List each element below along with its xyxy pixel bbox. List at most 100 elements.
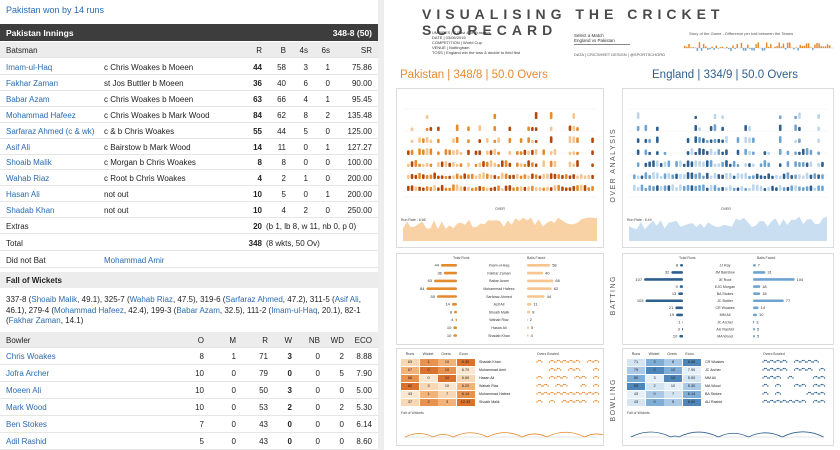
delivery-dot xyxy=(762,385,764,387)
ball-mark xyxy=(478,186,482,191)
fow-text-segment: , 42.4), 199-3 ( xyxy=(123,305,177,315)
delivery-dot xyxy=(776,359,778,362)
eng-bowl-col-header: Overs xyxy=(667,352,677,356)
fow-player-link[interactable]: Wahab Riaz xyxy=(129,295,173,304)
batsman-name-link[interactable]: Mohammad Hafeez xyxy=(6,110,76,120)
eng-bowl-row: 71 3 8 8.88 CR Woakes xyxy=(627,359,724,366)
ball-mark xyxy=(493,175,497,179)
ball-mark xyxy=(778,163,782,167)
bowler-name-link[interactable]: Chris Woakes xyxy=(6,352,56,361)
delivery-dot xyxy=(822,399,824,402)
delivery-dot xyxy=(563,391,565,394)
ball-mark xyxy=(821,174,824,179)
pak-balls-label: 58 xyxy=(552,263,557,268)
bowling-row: Mark Wood 10 0 53 2 0 2 5.30 xyxy=(0,399,378,416)
fow-player-link[interactable]: Sarfaraz Ahmed xyxy=(225,295,283,304)
pak-bowler-name: Mohammad Hafeez xyxy=(479,392,511,396)
batsman-name-link[interactable]: Hasan Ali xyxy=(6,190,40,200)
batsman-sixes: 1 xyxy=(325,63,330,72)
batsman-name-link[interactable]: Imam-ul-Haq xyxy=(6,63,53,72)
ball-mark xyxy=(778,124,782,131)
bowler-o: 10 xyxy=(195,369,204,378)
batsman-name-link[interactable]: Asif Ali xyxy=(6,142,31,152)
story-bar xyxy=(763,48,766,51)
batsman-name-link[interactable]: Fakhar Zaman xyxy=(6,78,59,88)
ball-mark xyxy=(721,161,724,167)
ball-mark xyxy=(508,162,512,167)
innings-score: 348-8 (50) xyxy=(332,27,372,38)
ball-mark xyxy=(519,151,523,155)
batsman-sr: 200.00 xyxy=(347,174,372,184)
delivery-dot xyxy=(814,383,816,386)
delivery-dot xyxy=(574,369,576,371)
delivery-dot xyxy=(582,391,584,394)
ball-mark xyxy=(531,173,534,179)
ball-mark xyxy=(744,187,747,191)
pak-bowling-dots xyxy=(403,359,603,438)
fow-player-link[interactable]: Fakhar Zaman xyxy=(8,316,61,325)
eng-runs-label: 21 xyxy=(669,305,674,310)
delivery-dot xyxy=(798,369,800,371)
delivery-dot xyxy=(597,401,600,403)
ball-mark xyxy=(572,163,576,167)
bowler-name-link[interactable]: Adil Rashid xyxy=(6,437,47,446)
ball-mark xyxy=(459,186,463,191)
batsman-name-link[interactable]: Sarfaraz Ahmed (c & wk) xyxy=(6,126,95,136)
delivery-dot xyxy=(782,367,785,370)
bowler-name-link[interactable]: Ben Stokes xyxy=(6,420,47,429)
delivery-dot xyxy=(567,401,570,403)
delivery-dot xyxy=(541,393,543,395)
delivery-dot xyxy=(774,377,777,379)
fow-player-link[interactable]: Asif Ali xyxy=(334,295,359,304)
delivery-dot xyxy=(804,385,807,387)
batsman-name-link[interactable]: Shadab Khan xyxy=(6,206,55,216)
delivery-dot xyxy=(577,399,579,402)
ball-mark xyxy=(798,112,801,119)
fow-player-link[interactable]: Imam-ul-Haq xyxy=(271,305,318,315)
batsman-balls: 8 xyxy=(281,158,286,168)
innings-title: Pakistan Innings xyxy=(6,27,74,38)
batsman-runs: 55 xyxy=(253,126,262,136)
fow-player-link[interactable]: Mohammad Hafeez xyxy=(54,305,124,315)
delivery-dot xyxy=(577,375,579,378)
bowler-name-link[interactable]: Moeen Ali xyxy=(6,386,42,395)
fow-player-link[interactable]: Babar Azam xyxy=(176,305,220,315)
ball-mark xyxy=(640,175,644,179)
fow-player-link[interactable]: Shoaib Malik xyxy=(31,295,78,304)
ball-mark xyxy=(763,151,767,155)
ball-mark xyxy=(538,175,542,179)
bowler-name-link[interactable]: Jofra Archer xyxy=(6,369,50,378)
bowler-w: 3 xyxy=(287,386,292,395)
ball-mark xyxy=(579,184,583,191)
scorecard-panel: Pakistan won by 14 runs Pakistan Innings… xyxy=(0,0,378,450)
ball-mark xyxy=(516,186,519,191)
ball-mark xyxy=(493,186,497,191)
eng-total-runs-title: Total Runs xyxy=(679,256,696,260)
fow-arc xyxy=(678,431,719,438)
batsman-name-link[interactable]: Wahab Riaz xyxy=(6,174,50,184)
ball-mark xyxy=(636,138,640,143)
england-batting-panel: 8 JJ Roy 7 32 JM Bairstow 31 107 JE Root 104 9 EJG… xyxy=(622,253,834,345)
batsman-name-link[interactable]: Babar Azam xyxy=(6,94,50,104)
pak-runs-bar xyxy=(434,279,457,283)
ball-mark xyxy=(721,139,724,143)
batsman-runs: 14 xyxy=(253,142,262,152)
bowler-name-link[interactable]: Mark Wood xyxy=(6,403,47,412)
batsman-name-link[interactable]: Shoaib Malik xyxy=(6,158,52,168)
ball-mark xyxy=(467,162,470,167)
did-not-bat-player-link[interactable]: Mohammad Amir xyxy=(104,256,165,265)
delivery-dot xyxy=(539,375,541,378)
ball-mark xyxy=(636,149,640,155)
match-select[interactable]: Select a Match England vs Pakistan xyxy=(574,33,630,45)
credit-text: DATA | CRICSHEET DESIGN | @SPORTSCHORD xyxy=(574,52,665,57)
story-bar xyxy=(812,48,814,51)
ball-mark xyxy=(448,149,451,155)
delivery-dot xyxy=(771,375,774,378)
pak-bowl-runs: 82 xyxy=(401,383,419,390)
ball-mark xyxy=(501,187,504,191)
eng-bowl-runs: 43 xyxy=(627,399,645,406)
delivery-dot xyxy=(784,399,786,402)
delivery-dot xyxy=(815,391,818,394)
pak-runs-bar xyxy=(455,318,457,322)
ball-mark xyxy=(690,172,694,179)
